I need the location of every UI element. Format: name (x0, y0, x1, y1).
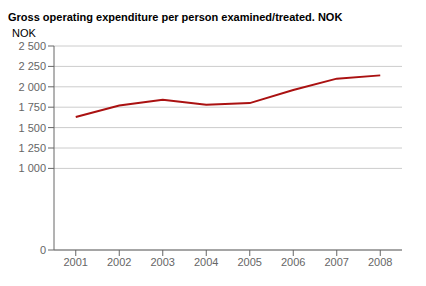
svg-text:2005: 2005 (238, 256, 262, 268)
svg-text:2008: 2008 (368, 256, 392, 268)
svg-text:0: 0 (40, 244, 46, 256)
html-text:NOK: NOK (12, 27, 36, 39)
svg-text:1 750: 1 750 (18, 101, 46, 113)
svg-text:2 000: 2 000 (18, 81, 46, 93)
svg-text:2 250: 2 250 (18, 60, 46, 72)
svg-text:1 500: 1 500 (18, 122, 46, 134)
svg-text:2 500: 2 500 (18, 40, 46, 52)
svg-text:1 000: 1 000 (18, 162, 46, 174)
svg-text:1 250: 1 250 (18, 142, 46, 154)
svg-text:2006: 2006 (281, 256, 305, 268)
svg-text:2003: 2003 (151, 256, 175, 268)
svg-text:2004: 2004 (194, 256, 218, 268)
svg-text:2001: 2001 (64, 256, 88, 268)
html-text:Gross operating expenditure pe: Gross operating expenditure per person e… (8, 11, 343, 23)
svg-text:2007: 2007 (325, 256, 349, 268)
svg-text:2002: 2002 (107, 256, 131, 268)
